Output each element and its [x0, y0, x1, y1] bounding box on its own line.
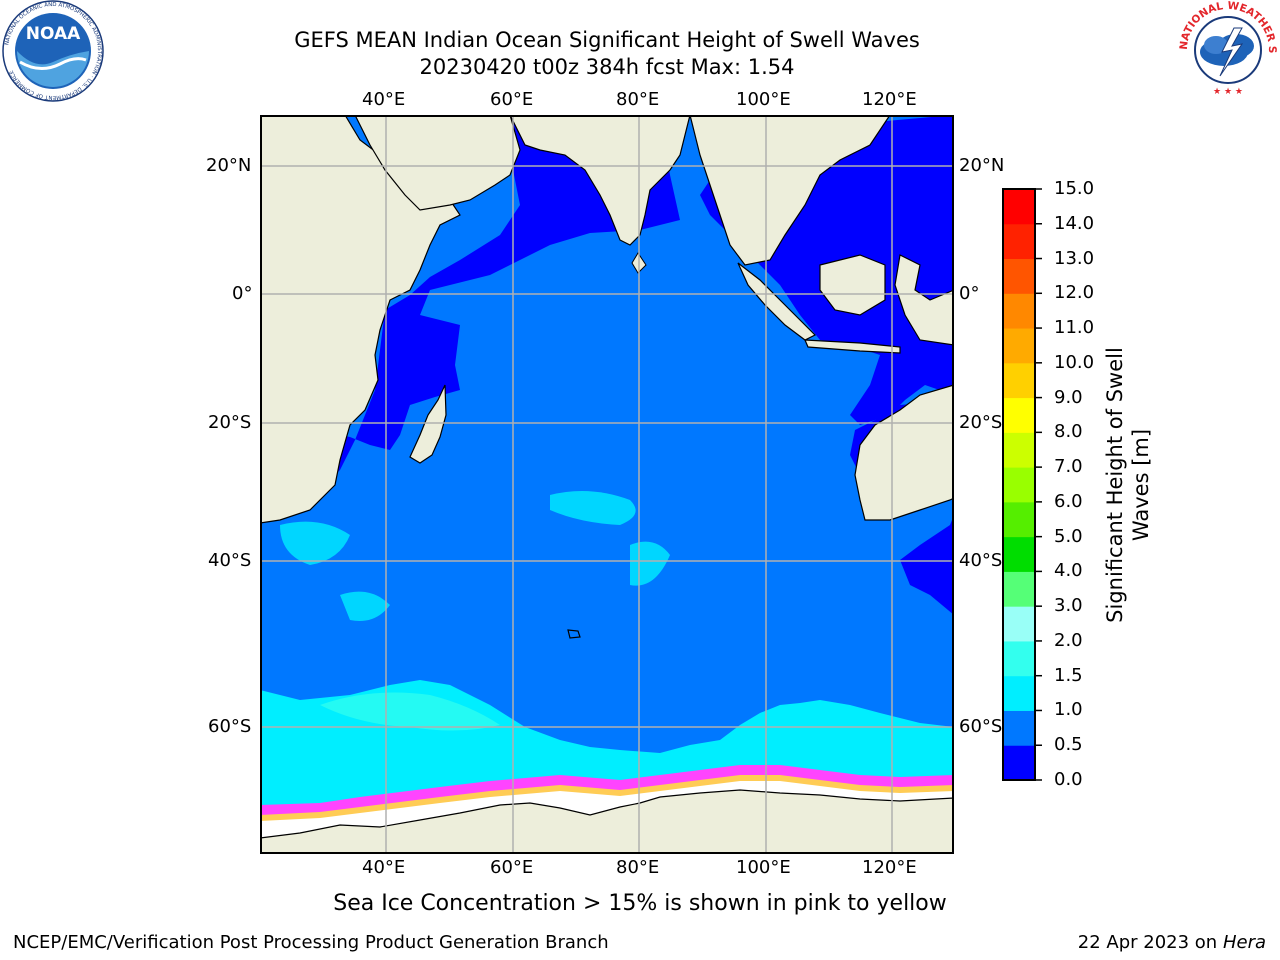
sea-ice-caption: Sea Ice Concentration > 15% is shown in …	[333, 891, 947, 916]
colorbar-tick-label: 10.0	[1054, 351, 1095, 373]
lat-tick-right-0: 0°	[959, 283, 980, 304]
lon-tick-bottom-80e: 80°E	[616, 857, 660, 878]
ocean-aqua-patch	[320, 692, 500, 731]
colorbar-swatch	[1003, 328, 1035, 364]
footer-host: Hera	[1222, 932, 1266, 953]
colorbar-tick-label: 1.5	[1054, 664, 1083, 686]
colorbar-tick-label: 15.0	[1054, 178, 1095, 199]
land-sumatra	[737, 262, 817, 341]
land-australia	[854, 384, 954, 521]
lon-tick-bottom-60e: 60°E	[490, 857, 534, 878]
footer-date-text: 22 Apr 2023 on	[1077, 932, 1223, 953]
colorbar-swatch	[1003, 293, 1035, 329]
colorbar-label-line1: Significant Height of Swell	[1103, 347, 1127, 623]
noaa-logo: NOAA NATIONAL OCEANIC AND ATMOSPHERIC AD…	[2, 0, 104, 102]
lon-tick-bottom-100e: 100°E	[736, 857, 791, 878]
colorbar-swatch	[1003, 606, 1035, 642]
nws-stars-icon: ★ ★ ★	[1213, 87, 1243, 97]
lon-tick-top-120e: 120°E	[862, 89, 917, 110]
colorbar-swatch	[1003, 536, 1035, 572]
colorbar-tick-label: 4.0	[1054, 560, 1083, 582]
lat-tick-right-60s: 60°S	[959, 716, 1003, 737]
land-kerguelen	[567, 629, 581, 639]
land-antarctica	[260, 789, 954, 854]
lon-tick-top-40e: 40°E	[362, 89, 406, 110]
colorbar-swatch	[1003, 397, 1035, 433]
lat-tick-right-20s: 20°S	[959, 412, 1003, 433]
land-java	[804, 339, 901, 354]
colorbar-tick-label: 7.0	[1054, 456, 1083, 478]
land-sulawesi-newguinea	[894, 254, 954, 346]
chart-title: GEFS MEAN Indian Ocean Significant Heigh…	[294, 28, 920, 52]
colorbar-swatch	[1003, 258, 1035, 294]
land-india	[509, 115, 691, 246]
footer-date: 22 Apr 2023 on Hera	[1078, 932, 1266, 954]
ocean-cyan-patch-mid	[550, 491, 636, 525]
colorbar-swatch	[1003, 501, 1035, 538]
footer-branch: NCEP/EMC/Verification Post Processing Pr…	[13, 932, 609, 953]
lon-tick-top-60e: 60°E	[490, 89, 534, 110]
colorbar-swatch	[1003, 710, 1035, 746]
colorbar-tick-label: 1.0	[1054, 699, 1083, 721]
colorbar-tick-label: 9.0	[1054, 386, 1083, 408]
colorbar-label: Significant Height of Swell Waves [m]	[1102, 320, 1154, 650]
nws-logo: NATIONAL WEATHER SERVICE ★ ★ ★	[1176, 0, 1278, 98]
colorbar-tick-label: 8.0	[1054, 421, 1083, 443]
lat-tick-left-40s: 40°S	[208, 550, 252, 571]
colorbar-swatch	[1003, 745, 1035, 781]
colorbar-label-line2: Waves [m]	[1129, 428, 1153, 542]
colorbar-tick-label: 0.0	[1054, 769, 1083, 790]
colorbar-tick-label: 5.0	[1054, 525, 1083, 547]
colorbar-swatch	[1003, 223, 1035, 260]
ocean-cyan-patch-south	[340, 591, 390, 621]
colorbar-tick-label: 6.0	[1054, 490, 1083, 512]
map-panel	[260, 115, 954, 854]
colorbar-tick-label: 2.0	[1054, 629, 1083, 651]
chart-subtitle: 20230420 t00z 384h fcst Max: 1.54	[419, 55, 795, 79]
colorbar-tick-label: 12.0	[1054, 282, 1095, 304]
lon-tick-bottom-40e: 40°E	[362, 857, 406, 878]
colorbar-swatch	[1003, 571, 1035, 607]
ocean-cyan-patch-west	[280, 521, 350, 565]
colorbar-swatch	[1003, 432, 1035, 468]
colorbar-tick-label: 13.0	[1054, 247, 1095, 269]
lon-tick-top-80e: 80°E	[616, 89, 660, 110]
ocean-deep-blue-area	[260, 115, 680, 520]
lon-tick-top-100e: 100°E	[736, 89, 791, 110]
lat-tick-right-40s: 40°S	[959, 550, 1003, 571]
colorbar-tick-label: 14.0	[1054, 212, 1095, 234]
lat-tick-left-20n: 20°N	[206, 155, 252, 176]
ocean-cyan-patch-isl	[630, 541, 670, 586]
colorbar-swatch	[1003, 675, 1035, 711]
lat-tick-right-20n: 20°N	[959, 155, 1005, 176]
land-madagascar	[409, 384, 447, 464]
colorbar-swatch	[1003, 362, 1035, 399]
colorbar-swatch	[1003, 467, 1035, 503]
colorbar-swatch	[1003, 189, 1035, 225]
land-se-asia	[689, 115, 891, 266]
noaa-logo-text: NOAA	[26, 24, 81, 44]
lat-tick-left-0: 0°	[232, 283, 253, 304]
map-frame	[260, 115, 954, 854]
colorbar-tick-label: 3.0	[1054, 595, 1083, 617]
colorbar-frame	[1002, 188, 1036, 781]
colorbar-swatch	[1003, 640, 1035, 677]
colorbar-tick-label: 0.5	[1054, 734, 1083, 756]
gridlines	[260, 115, 954, 854]
lat-tick-left-20s: 20°S	[208, 412, 252, 433]
lon-tick-bottom-120e: 120°E	[862, 857, 917, 878]
colorbar	[1002, 188, 1042, 781]
colorbar-tick-label: 11.0	[1054, 317, 1095, 339]
lat-tick-left-60s: 60°S	[208, 716, 252, 737]
